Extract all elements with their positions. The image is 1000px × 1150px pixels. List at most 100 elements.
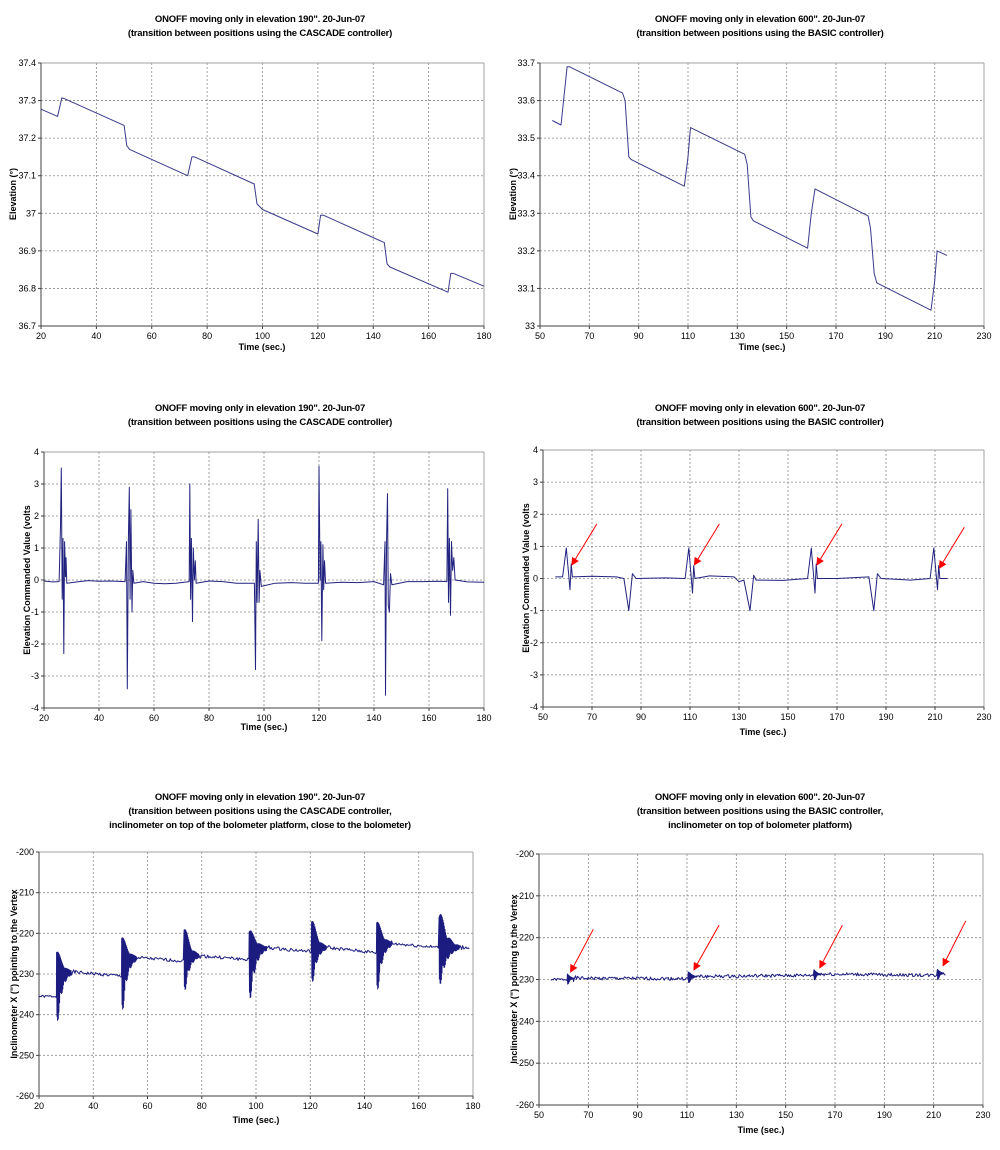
- annotation-arrow: [693, 523, 720, 566]
- x-tick-label: 210: [927, 331, 942, 341]
- chart-5-x-axis-label: Time (sec.): [232, 1115, 280, 1125]
- chart-4-y-axis-label: Elevation Commanded Value (volts: [521, 503, 531, 653]
- x-tick-label: 160: [411, 1101, 426, 1111]
- y-tick-label: 4: [533, 445, 538, 455]
- x-tick-label: 80: [204, 713, 214, 723]
- series-line: [43, 465, 485, 696]
- x-tick-label: 20: [36, 331, 46, 341]
- y-tick-label: 37.2: [18, 133, 36, 143]
- chart-5-title: ONOFF moving only in elevation 190". 20-…: [10, 791, 510, 833]
- x-tick-label: 80: [197, 1101, 207, 1111]
- chart-4-title: ONOFF moving only in elevation 600". 20-…: [510, 402, 1000, 430]
- y-tick-label: 2: [34, 511, 39, 521]
- x-tick-label: 100: [256, 713, 271, 723]
- y-tick-label: -200: [516, 849, 534, 859]
- chart-3: 20 40 60 80 100 120 140 160 180 -4 -3 -2 -1 0 1 2 3 4: [31, 447, 492, 723]
- x-tick-label: 160: [421, 713, 436, 723]
- y-tick-label: -220: [16, 928, 34, 938]
- annotation-arrow: [571, 523, 598, 566]
- annotation-arrow: [938, 526, 965, 569]
- x-tick-label: 60: [147, 331, 157, 341]
- chart-2-title-line: (transition between positions using the …: [636, 28, 884, 39]
- chart-5-title-line: inclinometer on top of the bolometer pla…: [109, 820, 411, 831]
- chart-3-title-line: (transition between positions using the …: [127, 417, 393, 428]
- annotation-arrow: [819, 924, 843, 969]
- chart-2-title-line: ONOFF moving only in elevation 600". 20-…: [654, 14, 866, 25]
- y-tick-label: -2: [530, 638, 538, 648]
- x-tick-label: 60: [142, 1101, 152, 1111]
- x-tick-label: 50: [534, 1110, 544, 1120]
- y-tick-label: -240: [16, 1010, 34, 1020]
- x-tick-label: 180: [465, 1101, 480, 1111]
- y-tick-label: -1: [530, 606, 538, 616]
- y-tick-label: 37.3: [18, 96, 36, 106]
- chart-1-title-line: ONOFF moving only in elevation 190". 20-…: [154, 14, 366, 25]
- y-tick-label: 33.2: [517, 246, 535, 256]
- x-tick-label: 120: [311, 713, 326, 723]
- x-tick-label: 100: [255, 331, 270, 341]
- chart-1-title-line: (transition between positions using the …: [127, 28, 393, 39]
- y-tick-label: -1: [31, 607, 39, 617]
- x-tick-label: 140: [366, 331, 381, 341]
- series-line: [555, 547, 948, 612]
- y-tick-label: 36.9: [18, 246, 36, 256]
- y-tick-label: 36.8: [18, 283, 36, 293]
- x-tick-label: 160: [421, 331, 436, 341]
- x-tick-label: 90: [636, 712, 646, 722]
- y-tick-label: 37.1: [18, 171, 36, 181]
- chart-5-title-line: ONOFF moving only in elevation 190". 20-…: [154, 792, 366, 803]
- chart-2: 50 70 90 110 130 150 170 190 210 230 33 33.1 33.2 33.…: [517, 58, 991, 341]
- x-tick-label: 170: [828, 331, 843, 341]
- y-tick-label: -250: [516, 1058, 534, 1068]
- x-tick-label: 130: [729, 1110, 744, 1120]
- y-tick-label: 33.6: [517, 96, 535, 106]
- x-tick-label: 180: [476, 331, 491, 341]
- x-tick-label: 40: [94, 713, 104, 723]
- y-tick-label: 37.4: [18, 58, 36, 68]
- chart-2-title: ONOFF moving only in elevation 600". 20-…: [510, 13, 1000, 41]
- chart-5-y-axis-label: Inclinometer X (") pointing to the Verte…: [9, 889, 19, 1059]
- y-tick-label: -200: [16, 847, 34, 857]
- chart-6-title: ONOFF moving only in elevation 600". 20-…: [510, 791, 1000, 833]
- chart-4-title-line: (transition between positions using the …: [636, 417, 884, 428]
- annotation-arrow: [816, 523, 843, 566]
- x-tick-label: 40: [91, 331, 101, 341]
- chart-1-y-axis-label: Elevation (°): [8, 167, 18, 221]
- chart-2-x-axis-label: Time (sec.): [738, 342, 786, 352]
- y-tick-label: 33.1: [517, 283, 535, 293]
- x-tick-label: 20: [39, 713, 49, 723]
- y-tick-label: 33.3: [517, 208, 535, 218]
- y-tick-label: 33.7: [517, 58, 535, 68]
- chart-3-y-axis-label: Elevation Commanded Value (volts: [22, 505, 32, 655]
- x-tick-label: 40: [88, 1101, 98, 1111]
- y-tick-label: 33.5: [517, 133, 535, 143]
- y-tick-label: -4: [31, 703, 39, 713]
- y-tick-label: -250: [16, 1050, 34, 1060]
- chart-5-title-line: (transition between positions using the …: [128, 806, 392, 817]
- y-tick-label: -4: [530, 702, 538, 712]
- x-tick-label: 120: [310, 331, 325, 341]
- y-tick-label: -220: [516, 933, 534, 943]
- y-tick-label: -230: [516, 975, 534, 985]
- y-tick-label: -3: [530, 670, 538, 680]
- chart-6-title-line: ONOFF moving only in elevation 600". 20-…: [654, 792, 866, 803]
- annotation-arrow: [693, 924, 720, 971]
- chart-4-x-axis-label: Time (sec.): [739, 727, 787, 737]
- y-tick-label: 4: [34, 447, 39, 457]
- chart-2-y-axis-label: Elevation (°): [508, 167, 518, 221]
- chart-6-title-line: inclinometer on top of bolometer platfor…: [668, 820, 852, 831]
- y-tick-label: 37: [26, 208, 36, 218]
- y-tick-label: 1: [34, 543, 39, 553]
- y-tick-label: -210: [516, 891, 534, 901]
- x-tick-label: 100: [248, 1101, 263, 1111]
- annotation-arrow: [570, 929, 594, 973]
- x-tick-label: 90: [633, 1110, 643, 1120]
- y-tick-label: 36.7: [18, 321, 36, 331]
- chart-5: 20 40 60 80 100 120 140 160 180 -260 -250 -240 -230 -…: [16, 847, 481, 1111]
- chart-1-title: ONOFF moving only in elevation 190". 20-…: [10, 13, 510, 41]
- x-tick-label: 60: [149, 713, 159, 723]
- x-tick-label: 150: [780, 712, 795, 722]
- y-tick-label: 0: [533, 574, 538, 584]
